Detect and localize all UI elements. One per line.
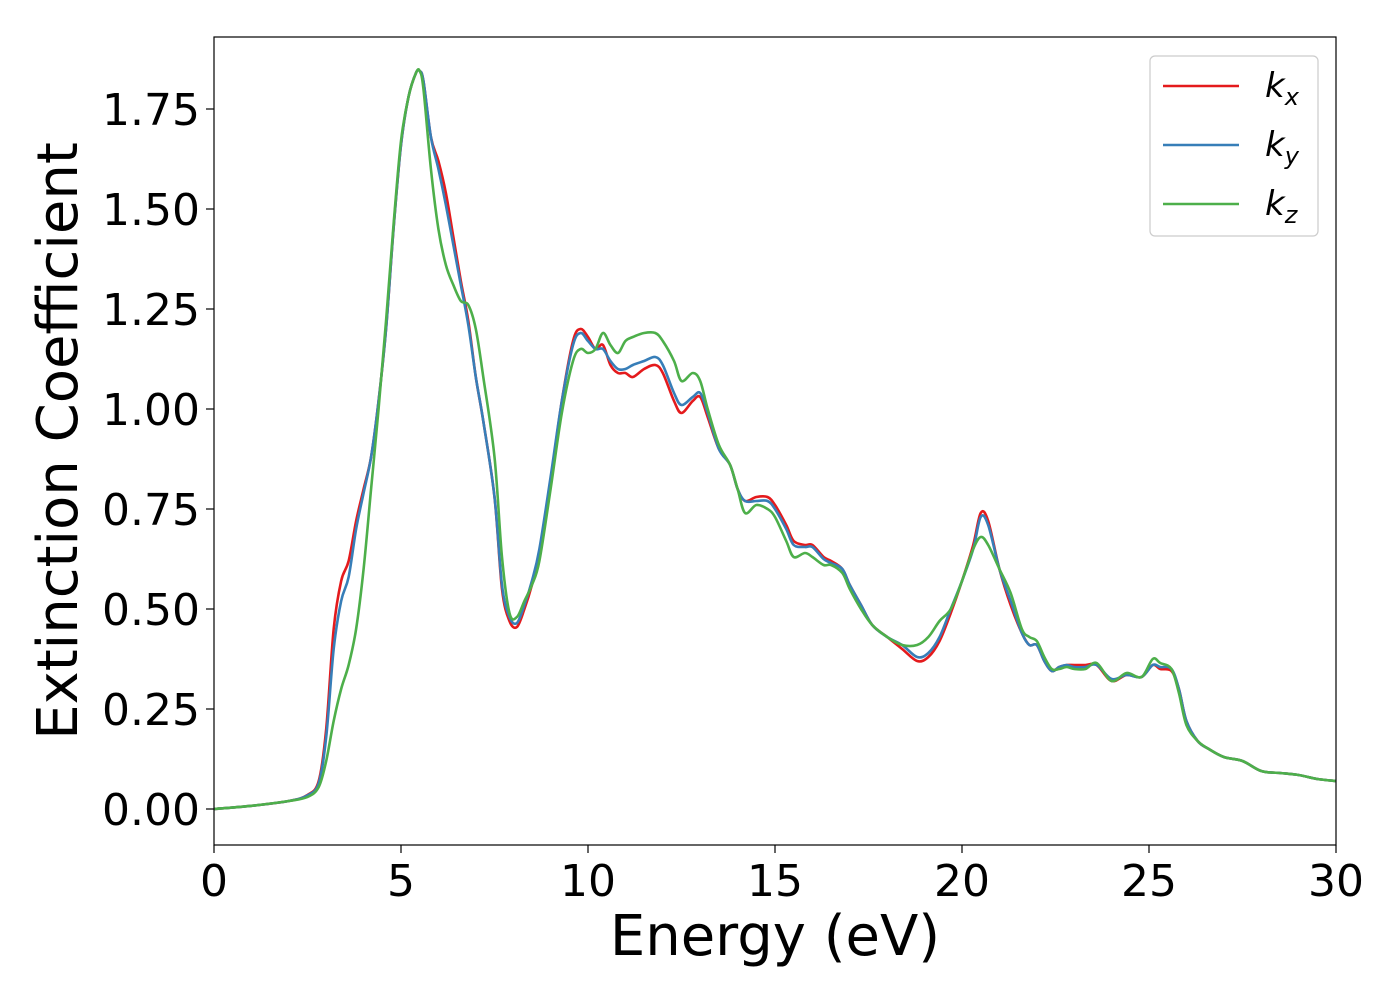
x-tick-label: 25	[1121, 856, 1177, 907]
x-tick-label: 5	[387, 856, 415, 907]
series-line-3	[214, 68, 1336, 811]
y-tick-label: 1.00	[102, 385, 200, 436]
x-axis: 0 5 10 15 20 25 30	[200, 845, 1364, 907]
y-tick-label: 0.25	[102, 685, 200, 736]
y-axis: 0.00 0.25 0.50 0.75 1.00 1.25 1.50 1.75	[102, 85, 214, 836]
x-axis-title: Energy (eV)	[610, 904, 940, 969]
y-tick-label: 1.50	[102, 185, 200, 236]
x-tick-label: 0	[200, 856, 228, 907]
y-tick-label: 0.50	[102, 585, 200, 636]
x-tick-label: 10	[560, 856, 616, 907]
legend: kx ky kz	[1149, 55, 1319, 237]
y-tick-label: 0.00	[102, 785, 200, 836]
legend-label: ky	[1265, 125, 1300, 170]
y-tick-label: 1.75	[102, 85, 200, 136]
x-tick-label: 30	[1308, 856, 1364, 907]
y-tick-label: 1.25	[102, 285, 200, 336]
y-tick-label: 0.75	[102, 485, 200, 536]
y-axis-title: Extinction Coefficient	[26, 142, 91, 740]
x-tick-label: 15	[747, 856, 803, 907]
legend-label: kz	[1265, 184, 1299, 229]
x-tick-label: 20	[934, 856, 990, 907]
legend-label: kx	[1265, 66, 1300, 111]
series-layer	[214, 68, 1336, 811]
